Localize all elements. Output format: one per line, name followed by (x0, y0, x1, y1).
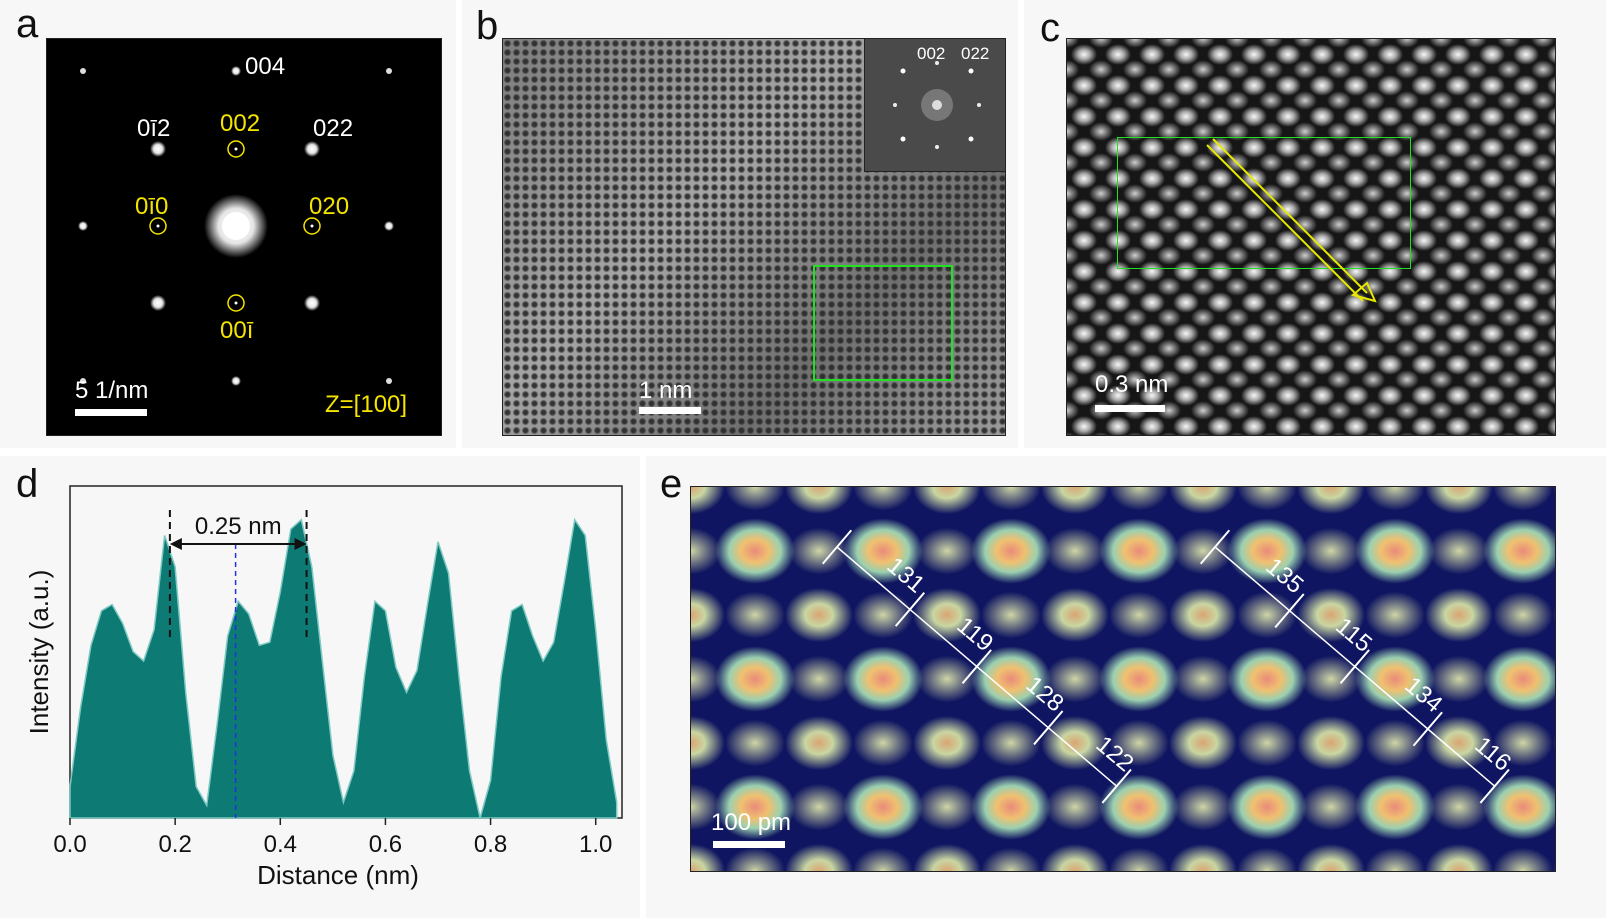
x-tick-label: 0.6 (369, 831, 402, 858)
x-axis-label: Distance (nm) (257, 860, 419, 890)
scale-bar-c (1095, 405, 1165, 412)
spacing-arrow-head-right (294, 538, 307, 550)
spacing-annotation: 0.25 nm (195, 513, 282, 540)
roi-box-c (1117, 137, 1411, 269)
zone-axis-label: Z=[100] (325, 391, 408, 418)
spot-label-020: 020 (309, 193, 350, 220)
fft-label-002: 002 (917, 44, 946, 63)
diffraction-pattern: 004 0ī2 002 022 0ī0 020 00ī 5 1/nm Z=[10… (46, 38, 442, 436)
right-chain-cap (1479, 768, 1510, 804)
roi-box-b (813, 265, 953, 381)
left-chain-segment (836, 546, 911, 610)
scale-bar-label-c: 0.3 nm (1095, 371, 1169, 398)
intensity-area-series (69, 517, 618, 819)
x-tick-label: 0.4 (264, 831, 297, 858)
panel-c-label: c (1040, 6, 1060, 50)
right-chain-cap (1339, 649, 1370, 684)
line-profile-arrow (1206, 138, 1377, 303)
lattice-zoom: 0.3 nm (1066, 38, 1556, 436)
spot-label-00-2: 00ī (220, 317, 254, 344)
left-chain-segment (976, 666, 1049, 729)
y-axis-label: Intensity (a.u.) (24, 570, 54, 735)
panel-a-label: a (16, 2, 39, 46)
left-chain-cap (1101, 768, 1132, 804)
right-chain-segment (1214, 546, 1290, 612)
spot-label-002: 002 (220, 110, 261, 137)
panel-b-label: b (476, 4, 499, 48)
scale-bar-label-a: 5 1/nm (75, 377, 149, 404)
scale-bar-label-b: 1 nm (639, 377, 693, 404)
spot-label-022: 022 (313, 115, 354, 142)
right-chain-segment (1288, 610, 1356, 668)
x-tick-label: 0.2 (158, 831, 191, 858)
scale-bar-a (75, 409, 147, 416)
spot-label-0-20: 0ī0 (135, 193, 169, 220)
fft-label-022: 022 (961, 44, 990, 63)
intensity-profile-chart: 0.0 0.2 0.4 0.6 0.8 1.0 Distance (nm) Intensi… (24, 485, 623, 890)
panel-e-label: e (660, 462, 683, 506)
panel-d-label: d (16, 462, 39, 506)
scale-bar-e (713, 841, 785, 848)
spacing-arrow-head-left (169, 538, 182, 550)
left-chain-segment (909, 608, 978, 668)
x-tick-label: 0.8 (474, 831, 507, 858)
fft-inset: 002 022 (864, 39, 1005, 172)
fft-pattern (893, 61, 981, 149)
scale-bar-b (639, 407, 701, 414)
x-tick-label: 0.0 (53, 831, 86, 858)
spot-label-004: 004 (245, 53, 286, 80)
atom-column-map: 131 119 128 122 135 115 134 116 100 pm (690, 486, 1556, 872)
right-chain-segment (1427, 728, 1496, 787)
right-chain-segment (1354, 666, 1429, 730)
left-chain-segment (1047, 727, 1118, 787)
spot-label-0-22: 0ī2 (137, 115, 171, 142)
right-chain-cap (1274, 593, 1305, 629)
x-tick-label: 1.0 (579, 831, 612, 858)
diffraction-spots (78, 66, 394, 386)
hrtem-image: 002 022 1 nm (502, 38, 1006, 436)
scale-bar-label-e: 100 pm (711, 809, 792, 836)
left-chain-cap (894, 592, 926, 627)
